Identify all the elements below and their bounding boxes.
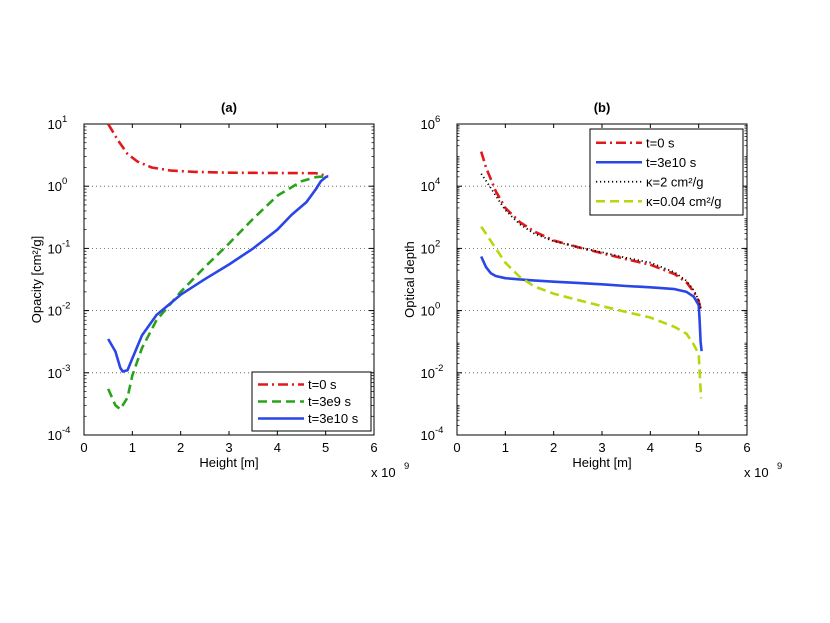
y-tick-base: 10 <box>421 366 435 381</box>
y-tick-label: 10 <box>421 179 435 194</box>
y-tick-base: 10 <box>421 117 435 132</box>
y-tick-exponent: -2 <box>62 301 70 312</box>
y-tick-exponent: 0 <box>62 176 67 187</box>
x-tick-label: 2 <box>177 440 184 455</box>
chart-title: (b) <box>594 100 611 115</box>
x-tick-label: 6 <box>370 440 377 455</box>
y-tick-label: 10 <box>48 366 62 381</box>
x-tick-label: 4 <box>647 440 654 455</box>
legend-label-1: t=0 s <box>308 377 337 392</box>
y-tick-base: 10 <box>421 304 435 319</box>
y-tick-base: 10 <box>421 241 435 256</box>
x-tick-label: 0 <box>80 440 87 455</box>
x-tick-label: 2 <box>550 440 557 455</box>
y-tick-exponent: -1 <box>62 238 70 249</box>
y-tick-exponent: 0 <box>435 301 440 312</box>
x-tick-label: 4 <box>274 440 281 455</box>
x-tick-label: 6 <box>743 440 750 455</box>
series-line-2 <box>107 174 329 411</box>
y-tick-exponent: 4 <box>435 176 440 187</box>
y-tick-label: 10 <box>421 117 435 132</box>
y-tick-base: 10 <box>48 304 62 319</box>
y-tick-label: 10 <box>421 241 435 256</box>
x-tick-label: 5 <box>695 440 702 455</box>
y-tick-label: 10 <box>48 428 62 443</box>
x-tick-label: 0 <box>453 440 460 455</box>
y-tick-label: 10 <box>48 241 62 256</box>
y-tick-base: 10 <box>48 241 62 256</box>
y-tick-label: 10 <box>48 304 62 319</box>
x-tick-label: 3 <box>598 440 605 455</box>
y-tick-base: 10 <box>48 117 62 132</box>
x-axis-label: Height [m] <box>199 455 258 470</box>
y-tick-label: 10 <box>421 428 435 443</box>
x-scale-exponent: 9 <box>777 461 782 472</box>
y-tick-exponent: 2 <box>435 238 440 249</box>
y-tick-base: 10 <box>48 179 62 194</box>
legend-label-3: t=3e10 s <box>308 411 359 426</box>
series-line-4 <box>480 225 703 399</box>
y-tick-exponent: 6 <box>435 114 440 125</box>
y-tick-exponent: -4 <box>435 425 443 436</box>
y-tick-exponent: -2 <box>435 363 443 374</box>
legend-label-2: t=3e9 s <box>308 394 352 409</box>
x-tick-label: 1 <box>502 440 509 455</box>
legend-label-3: κ=2 cm²/g <box>646 174 703 189</box>
legend-label-1: t=0 s <box>646 135 675 150</box>
y-tick-label: 10 <box>48 117 62 132</box>
x-scale-multiplier: x 10 <box>744 465 769 480</box>
y-tick-label: 10 <box>48 179 62 194</box>
series-line-2 <box>480 255 703 352</box>
y-tick-base: 10 <box>48 428 62 443</box>
legend-label-4: κ=0.04 cm²/g <box>646 194 722 209</box>
y-tick-exponent: -3 <box>62 363 70 374</box>
x-axis-label: Height [m] <box>572 455 631 470</box>
x-tick-label: 3 <box>225 440 232 455</box>
legend: t=0 s t=3e9 s t=3e10 s <box>251 371 372 432</box>
y-tick-base: 10 <box>48 366 62 381</box>
y-tick-base: 10 <box>421 179 435 194</box>
x-tick-label: 1 <box>129 440 136 455</box>
chart-title: (a) <box>221 100 237 115</box>
y-axis-label: Opacity [cm²/g] <box>29 236 44 323</box>
y-tick-base: 10 <box>421 428 435 443</box>
x-scale-exponent: 9 <box>404 461 409 472</box>
series-line-3 <box>107 174 329 373</box>
x-scale-multiplier: x 10 <box>371 465 396 480</box>
legend-box <box>251 371 372 432</box>
y-tick-label: 10 <box>421 366 435 381</box>
x-tick-label: 5 <box>322 440 329 455</box>
y-tick-exponent: -4 <box>62 425 70 436</box>
series-line-1 <box>107 123 329 178</box>
y-axis-label: Optical depth <box>402 241 417 318</box>
y-tick-exponent: 1 <box>62 114 67 125</box>
series-line-1 <box>479 151 703 311</box>
legend: t=0 s t=3e10 s κ=2 cm²/g κ=0.04 cm²/g <box>589 128 744 216</box>
y-tick-label: 10 <box>421 304 435 319</box>
legend-label-2: t=3e10 s <box>646 155 697 170</box>
